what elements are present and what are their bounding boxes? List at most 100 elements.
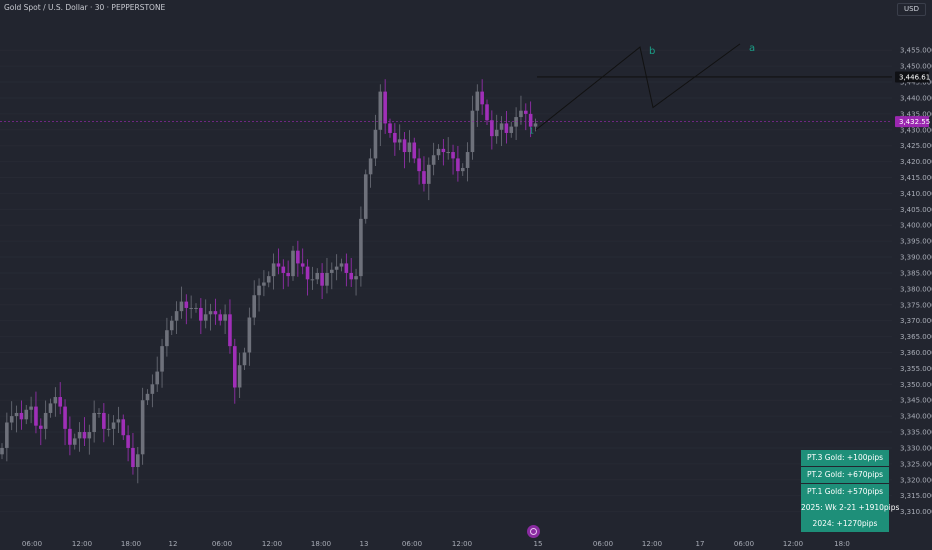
y-tick-label: 3,325.000 [900,460,932,468]
x-tick-label: 12:00 [783,540,803,548]
candle-body [58,397,62,407]
candle-body [315,272,320,280]
candle-body [63,406,67,429]
candle-body [422,171,426,184]
candle-body [378,91,383,130]
y-tick-label: 3,385.000 [900,269,932,277]
y-tick-label: 3,310.000 [900,508,932,516]
candle-body [417,158,421,172]
candle-body [465,152,470,168]
y-tick-label: 3,425.000 [900,142,932,150]
candle-body [140,400,145,455]
y-tick-label: 3,420.000 [900,158,932,166]
candle-body [228,314,232,347]
candle-body [14,412,19,417]
year-2025-label: 2025: Wk 2-21 +1910pips [801,500,899,516]
x-tick-label: 06:00 [402,540,422,548]
x-tick-label: 12 [169,540,178,548]
tradingview-logo-icon[interactable] [527,525,540,538]
y-tick-label: 3,435.000 [900,110,932,118]
candle-body [199,307,203,321]
candle-body [102,412,106,429]
x-tick-label: 18:00 [121,540,141,548]
candle-body [97,412,101,414]
candle-body [252,295,256,318]
y-tick-label: 3,320.000 [900,476,932,484]
pt1-label: PT.1 Gold: +570pips [801,484,889,500]
candle-body [9,416,14,423]
wave-start-label: 1 [529,127,534,136]
candle-body [247,317,252,353]
candle-body [305,266,310,280]
x-tick-label: 12:00 [262,540,282,548]
candle-body [383,91,387,124]
candle-body [72,438,77,445]
y-tick-label: 3,415.000 [900,174,932,182]
candle-body [310,279,315,281]
x-tick-label: 18:00 [311,540,331,548]
x-tick-label: 17 [696,540,705,548]
candle-body [402,139,407,153]
wave-projection[interactable]: b a 1 [529,43,755,136]
y-tick-label: 3,450.000 [900,63,932,71]
year-2024-label: 2024: +1270pips [801,516,889,532]
candle-body [68,428,72,445]
y-tick-label: 3,340.000 [900,413,932,421]
candle-body [436,148,441,156]
candle-body [155,371,159,385]
y-tick-label: 3,370.000 [900,317,932,325]
candle-body [359,218,363,277]
candle-body [218,314,223,321]
x-tick-label: 18:0 [834,540,850,548]
y-tick-label: 3,390.000 [900,254,932,262]
level-price-tag-bg [895,71,929,83]
candle-body [131,447,135,468]
candle-body [111,422,116,429]
candle-body [296,250,300,264]
candle-body [179,301,184,312]
price-axis[interactable]: 3,310.000 3,315.000 3,320.000 3,325.000 3,33… [900,47,932,516]
candle-body [19,412,24,420]
candle-body [451,152,455,159]
x-tick-label: 06:00 [593,540,613,548]
candle-body [160,346,164,372]
candle-body [233,346,237,388]
candle-body [116,419,121,423]
candle-body [368,158,373,175]
candle-body [257,285,261,296]
candle-body [271,263,276,277]
candle-body [388,123,392,133]
candle-body [29,406,33,410]
candle-body [43,412,48,429]
candle-body [286,272,290,277]
candle-body [194,307,198,309]
y-tick-label: 3,400.000 [900,222,932,230]
candle-body [325,272,329,286]
currency-button[interactable]: USD [897,3,926,16]
candle-body [393,132,397,143]
candle-body [407,142,412,153]
level-price-tag: 3,446.61 [899,73,930,81]
candle-body [5,422,9,448]
time-axis[interactable]: 06:00 12:00 18:00 12 06:00 12:00 18:00 13 06:00 1… [22,540,850,548]
candle-body [82,432,87,439]
x-tick-label: 12:00 [642,540,662,548]
candle-body [126,435,130,448]
candle-body [106,428,111,430]
x-tick-label: 12:00 [452,540,472,548]
candle-body [519,110,523,118]
candle-body [262,282,266,286]
candle-body [92,412,96,433]
candle-body [169,320,174,331]
candle-body [460,167,465,172]
candle-body [354,276,358,280]
candle-body [237,365,242,388]
wave-label-a: a [749,43,755,54]
candle-body [334,266,339,270]
x-tick-label: 06:00 [212,540,232,548]
x-tick-label: 13 [360,540,369,548]
y-tick-label: 3,345.000 [900,397,932,405]
y-tick-label: 3,405.000 [900,206,932,214]
candle-body [242,352,247,366]
